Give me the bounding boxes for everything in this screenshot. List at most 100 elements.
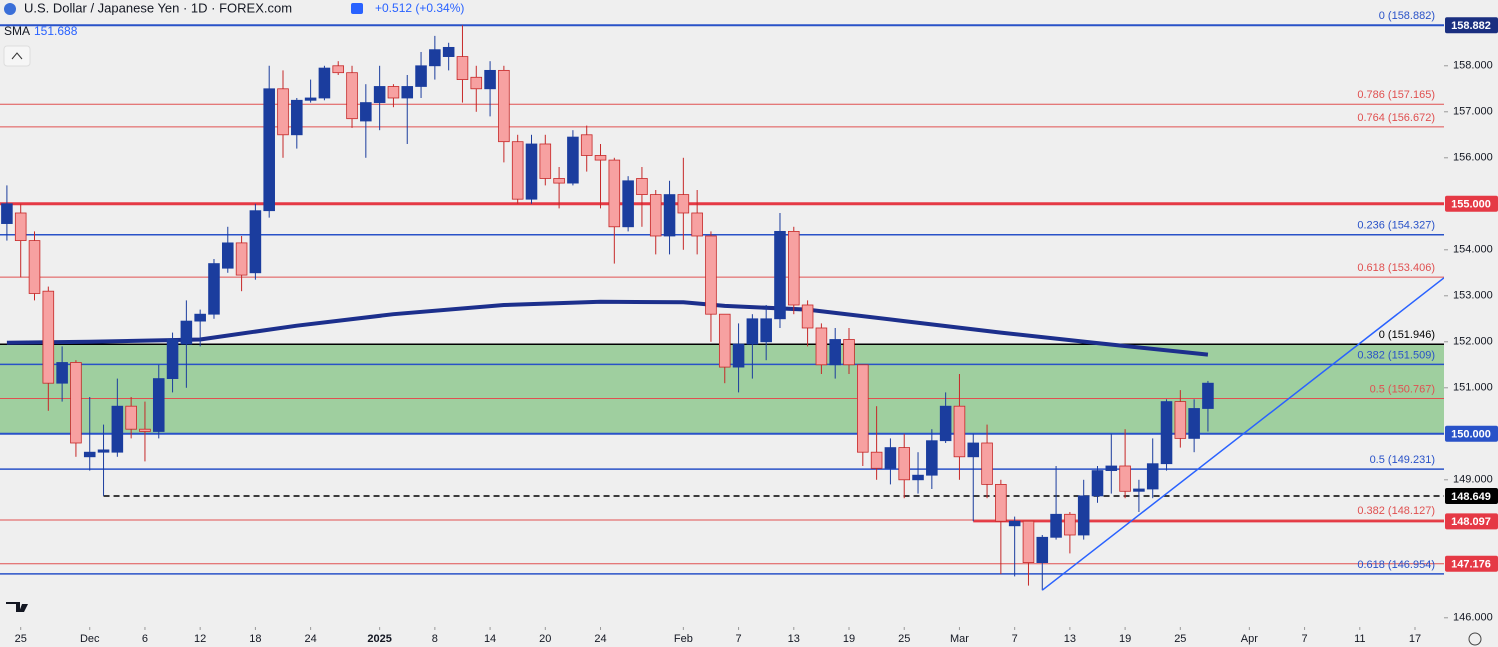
candle-body	[567, 136, 579, 184]
candle-body	[1160, 401, 1173, 465]
candle-body	[1133, 488, 1145, 492]
candle-body	[594, 155, 607, 161]
candle-body	[291, 99, 303, 136]
candle-body	[208, 263, 220, 315]
y-tick-label: 156.000	[1453, 152, 1493, 164]
candle-body	[511, 141, 524, 200]
candle-body	[56, 362, 68, 384]
collapse-button[interactable]	[3, 45, 31, 67]
candle-body	[152, 378, 165, 432]
x-tick-label: 20	[539, 633, 551, 645]
y-tick-label: 146.000	[1453, 612, 1493, 624]
candle-body	[705, 235, 717, 315]
candle-body	[760, 318, 772, 343]
tv-logo	[6, 602, 28, 612]
candle-body	[456, 56, 469, 80]
candle-body	[636, 178, 648, 195]
candle-body	[111, 405, 124, 453]
x-tick-label: 13	[1064, 633, 1076, 645]
candle-body	[194, 313, 206, 322]
candle-body	[360, 102, 372, 122]
candle-body	[263, 88, 275, 212]
x-tick-label: 14	[484, 633, 496, 645]
candle-body	[387, 86, 400, 99]
x-tick-label: 13	[788, 633, 800, 645]
indicator-name[interactable]: SMA	[4, 24, 30, 38]
candle-body	[691, 212, 703, 237]
candle-body	[318, 67, 331, 99]
x-tick-label: 7	[736, 633, 742, 645]
candle-body	[139, 428, 151, 432]
x-tick-label: 25	[898, 633, 910, 645]
candle-body	[1077, 495, 1090, 536]
candle-body	[401, 86, 414, 99]
candle-body	[1022, 520, 1035, 563]
x-tick-label: Mar	[950, 633, 969, 645]
candle-body	[870, 451, 883, 469]
candle-body	[677, 194, 690, 214]
x-tick-label: 7	[1012, 633, 1018, 645]
candle-body	[912, 474, 924, 481]
y-tick-label: 157.000	[1453, 106, 1493, 118]
candle-body	[1008, 520, 1021, 527]
level-label: 0.236 (154.327)	[1357, 220, 1435, 232]
candle-body	[663, 194, 676, 237]
candle-body	[1188, 408, 1200, 439]
price-badge	[1445, 513, 1498, 530]
candle-body	[801, 304, 814, 329]
candle-body	[332, 65, 345, 74]
candle-body	[70, 362, 82, 444]
y-tick-label: 152.000	[1453, 336, 1493, 348]
level-label: 0.618 (153.406)	[1357, 262, 1435, 274]
candle-body	[125, 405, 137, 430]
candle-body	[732, 343, 745, 368]
candle-body	[221, 242, 234, 269]
candle-body	[898, 447, 911, 481]
candle-body	[1119, 465, 1131, 492]
x-tick-label: 12	[194, 633, 206, 645]
candle-body	[1091, 470, 1104, 497]
collapse-icon	[11, 52, 23, 60]
price-badge	[1445, 17, 1498, 34]
x-tick-label: 18	[249, 633, 261, 645]
candle-body	[42, 290, 55, 384]
price-badge	[1445, 195, 1498, 212]
candle-body	[649, 194, 662, 237]
candle-body	[953, 405, 966, 458]
candle-body	[373, 86, 386, 103]
candle-body	[484, 69, 496, 90]
candle-body	[1202, 382, 1214, 409]
symbol-title[interactable]: U.S. Dollar / Japanese Yen · 1D · FOREX.…	[24, 0, 292, 15]
x-tick-label: 24	[594, 633, 606, 645]
candle-body	[967, 442, 980, 458]
candle-body	[829, 339, 841, 366]
candle-body	[180, 320, 193, 345]
x-tick-label: Apr	[1241, 633, 1258, 645]
x-tick-label: 25	[1174, 633, 1186, 645]
candle-body	[884, 447, 897, 469]
level-label: 0 (151.946)	[1379, 329, 1435, 341]
x-tick-label: Dec	[80, 633, 100, 645]
candle-body	[553, 178, 565, 184]
candle-body	[429, 49, 441, 67]
y-tick-label: 149.000	[1453, 474, 1493, 486]
candle-body	[539, 143, 552, 179]
candle-body	[235, 242, 248, 276]
candle-body	[498, 69, 510, 143]
symbol-badge	[351, 3, 363, 14]
candle-body	[97, 449, 110, 453]
level-label: 0.618 (146.954)	[1357, 559, 1435, 571]
candle-body	[83, 451, 96, 458]
candle-body	[622, 180, 634, 228]
candle-body	[843, 339, 855, 366]
level-label: 0.5 (149.231)	[1370, 454, 1435, 466]
candle-body	[28, 240, 41, 294]
candle-body	[981, 442, 993, 485]
settings-icon[interactable]	[1468, 632, 1482, 646]
indicator-value: 151.688	[34, 24, 78, 38]
trendline	[1041, 277, 1444, 591]
level-label: 0 (158.882)	[1379, 10, 1435, 22]
price-badge	[1445, 555, 1498, 572]
candle-body	[815, 327, 828, 366]
